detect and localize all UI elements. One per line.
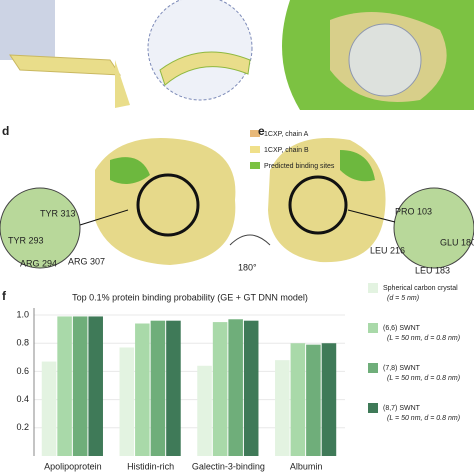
binding-site	[340, 150, 375, 182]
zoom-circle	[0, 187, 81, 269]
residue-label: ARG 307	[68, 256, 105, 266]
legend-swatch	[368, 323, 378, 333]
helix-end	[115, 60, 130, 108]
panel-label: f	[2, 289, 7, 303]
x-tick-label: Galectin-3-binding	[192, 461, 265, 471]
x-tick-label: Histidin-rich	[127, 461, 174, 471]
residue-label: LEU 183	[415, 265, 450, 275]
bar	[228, 319, 243, 456]
top-images	[0, 0, 474, 110]
legend-label: (6,6) SWNT	[383, 325, 421, 332]
bar	[243, 320, 259, 456]
x-tick-label: Apolipoprotein	[44, 461, 102, 471]
helix	[159, 51, 251, 86]
arrow	[79, 209, 129, 226]
bar	[72, 316, 88, 456]
bar	[275, 360, 290, 456]
legend-label: 1CXP, chain A	[264, 131, 309, 138]
legend-note: (L = 50 nm, d = 0.8 nm)	[387, 375, 460, 382]
legend-label: Predicted binding sites	[264, 163, 335, 170]
residue-label: PRO 103	[395, 206, 432, 216]
nanotube-image	[0, 0, 55, 60]
zoom-circle	[393, 187, 474, 269]
protein-surface	[268, 138, 386, 263]
rotation-arrow	[229, 234, 271, 246]
bar	[197, 365, 212, 456]
bar	[135, 323, 150, 456]
legend-swatch	[368, 363, 378, 373]
highlight-circle	[136, 173, 200, 237]
structure-images	[0, 130, 474, 269]
bar	[119, 347, 135, 456]
bar	[57, 316, 72, 456]
y-tick-label: 0.4	[16, 394, 29, 404]
rotation-label: 180°	[238, 262, 257, 272]
helix	[9, 54, 121, 76]
highlight-circle	[288, 175, 348, 235]
legend-note: (L = 50 nm, d = 0.8 nm)	[387, 415, 460, 422]
chart-title: Top 0.1% protein binding probability (GE…	[72, 292, 308, 302]
legend-swatch	[250, 146, 260, 153]
bar	[41, 361, 57, 456]
residue-label: ARG 294	[20, 258, 57, 268]
bar	[150, 320, 166, 456]
y-tick-label: 0.2	[16, 422, 29, 432]
legend-swatch	[368, 283, 378, 293]
residue-label: GLU 180	[440, 237, 474, 247]
panel-label: d	[2, 124, 9, 138]
bar	[88, 316, 103, 456]
graphene-sheet	[147, 0, 253, 101]
bar	[212, 322, 228, 456]
arrow	[347, 209, 396, 223]
bar	[166, 320, 181, 456]
panel-label: e	[258, 124, 265, 138]
legend-label: 1CXP, chain B	[264, 147, 309, 154]
residue-label: TYR 313	[40, 208, 76, 218]
legend-label: Spherical carbon crystal	[383, 285, 458, 292]
y-tick-label: 1.0	[16, 309, 29, 319]
legend-label: (8,7) SWNT	[383, 405, 421, 412]
bar	[321, 343, 337, 456]
binding-site	[110, 157, 150, 184]
y-tick-label: 0.8	[16, 338, 29, 348]
y-tick-label: 0.6	[16, 366, 29, 376]
legend-label: (7,8) SWNT	[383, 365, 421, 372]
residue-label: TYR 293	[8, 235, 44, 245]
residue-label: LEU 216	[370, 245, 405, 255]
x-tick-label: Albumin	[290, 461, 323, 471]
legend-note: (d = 5 nm)	[387, 295, 419, 302]
graphene-sheet	[348, 23, 422, 97]
protein-surface	[95, 138, 236, 265]
legend-swatch	[250, 130, 260, 137]
legend-swatch	[250, 162, 260, 169]
legend-note: (L = 50 nm, d = 0.8 nm)	[387, 335, 460, 342]
bar	[306, 344, 321, 456]
bar	[290, 343, 306, 456]
legend-swatch	[368, 403, 378, 413]
